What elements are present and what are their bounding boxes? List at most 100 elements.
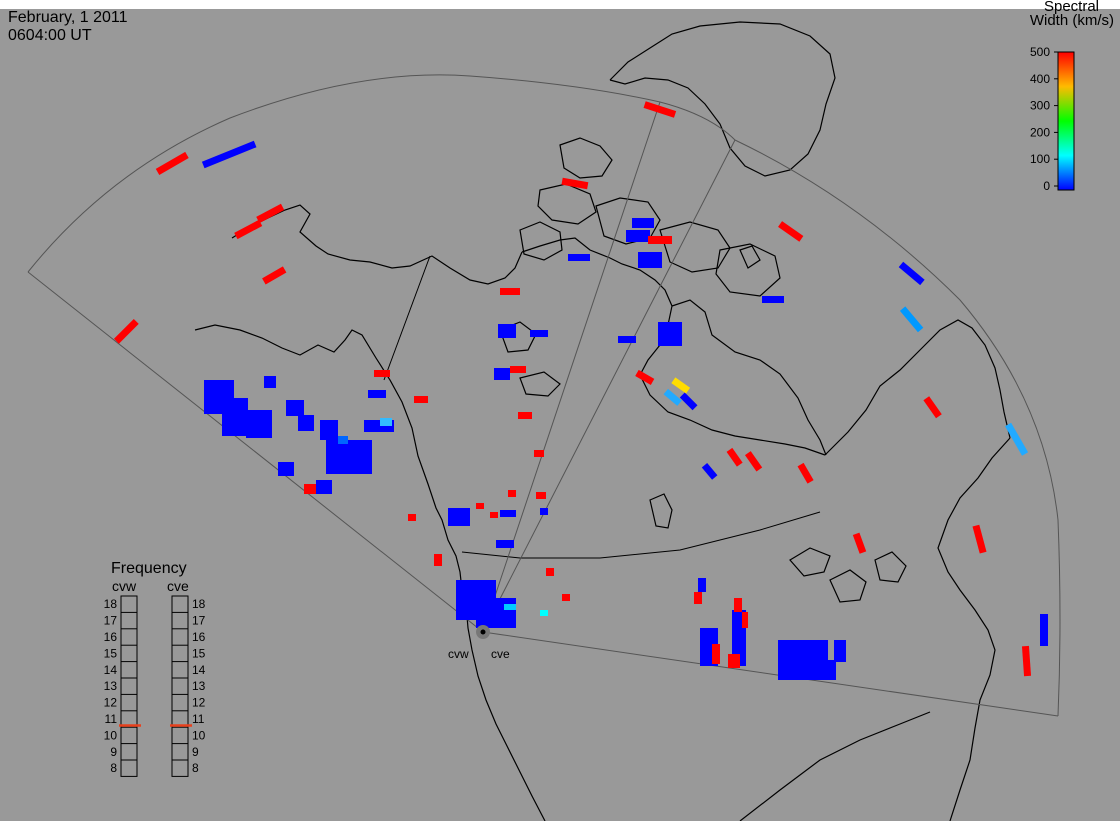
scatter-cell — [561, 177, 589, 190]
frequency-level-label: 9 — [110, 745, 117, 759]
scatter-cell — [899, 306, 924, 333]
hudson-bay-islands — [739, 245, 761, 269]
great-lakes-2 — [829, 569, 867, 603]
radar-label-cve: cve — [491, 647, 510, 661]
scatter-cell — [510, 366, 526, 373]
scatter-cell — [518, 412, 532, 419]
scatter-cell — [618, 336, 636, 343]
scatter-cell — [679, 392, 698, 411]
scatter-cell — [476, 598, 516, 628]
frequency-level-label: 13 — [192, 679, 206, 693]
backscatter-high-width — [113, 101, 1032, 677]
scatter-cell — [201, 140, 257, 169]
scatter-cell — [632, 218, 654, 228]
cvw-fov-edge-east — [482, 139, 736, 633]
scatter-cell — [778, 221, 804, 242]
scatter-cell — [726, 447, 743, 467]
scatter-cell — [490, 512, 498, 518]
scatter-cell — [540, 508, 548, 515]
scatter-cell — [338, 436, 348, 444]
alaska-canada-border — [383, 255, 431, 381]
scatter-cell — [222, 398, 248, 436]
map-background — [0, 9, 1120, 821]
alaska-coast — [194, 324, 467, 605]
political-boundaries — [383, 255, 821, 559]
scatter-cell — [536, 492, 546, 499]
west-coast-south — [465, 603, 546, 822]
scatter-cell — [626, 230, 650, 242]
scatter-cell — [546, 568, 554, 576]
scatter-cell — [448, 508, 470, 526]
islands-4 — [519, 221, 563, 261]
scatter-cell — [701, 462, 718, 480]
scatter-cell — [1005, 422, 1029, 456]
colorbar-tick-label: 0 — [1043, 179, 1050, 193]
gulf-coast — [739, 711, 931, 822]
scatter-cell — [643, 101, 677, 118]
scatter-cell — [278, 462, 294, 476]
scatter-cell — [262, 266, 287, 285]
islands-6 — [715, 243, 781, 297]
frequency-level-label: 12 — [192, 696, 206, 710]
hudson-bay — [671, 299, 827, 456]
scatter-cell — [500, 288, 520, 295]
scatter-cell — [113, 318, 139, 344]
frequency-level-label: 18 — [104, 597, 118, 611]
cve-fov-edge-south — [482, 631, 1059, 717]
radar-site-center — [480, 629, 486, 635]
scatter-cell — [304, 484, 316, 494]
cve-fov-arc — [734, 139, 1061, 717]
frequency-level-label: 14 — [192, 663, 206, 677]
frequency-level-label: 9 — [192, 745, 199, 759]
backscatter-mid-width — [338, 306, 1029, 616]
scatter-cell — [734, 598, 742, 612]
scatter-cell — [778, 640, 828, 680]
scatter-cell — [648, 236, 672, 244]
scatter-cell — [663, 388, 682, 406]
scatter-cell — [744, 451, 763, 472]
scatter-cell — [380, 418, 392, 426]
scatter-cell — [494, 368, 510, 380]
great-slave-lake — [519, 371, 561, 397]
us-canada-border — [461, 511, 821, 559]
scatter-cell — [742, 612, 748, 628]
alaska-north-coast — [231, 204, 523, 285]
islands-1 — [559, 137, 613, 179]
scatter-cell — [508, 490, 516, 497]
colorbar-tick-label: 300 — [1030, 99, 1050, 113]
scatter-cell — [671, 377, 691, 394]
frequency-level-label: 18 — [192, 597, 206, 611]
scatter-cell — [694, 592, 702, 604]
colorbar-tick-label: 200 — [1030, 125, 1050, 139]
scatter-cell — [256, 203, 285, 224]
frequency-legend-title: Frequency — [111, 560, 187, 577]
scatter-cell — [246, 410, 272, 438]
scatter-cell — [638, 252, 662, 268]
scatter-cell — [712, 644, 720, 664]
cvw-fov-arc — [27, 74, 736, 273]
scatter-cell — [434, 554, 442, 566]
scatter-cell — [534, 450, 544, 457]
greenland — [609, 21, 836, 177]
frequency-box-cve — [171, 595, 189, 777]
great-lakes-3 — [874, 551, 907, 583]
colorbar-tick-label: 500 — [1030, 45, 1050, 59]
frequency-box-cvw — [120, 595, 138, 777]
fov-outlines — [27, 74, 1061, 717]
scatter-cell — [368, 390, 386, 398]
scatter-cell — [286, 400, 304, 416]
scatter-cell — [326, 440, 372, 474]
scatter-cell — [1021, 645, 1032, 677]
scatter-cell — [320, 420, 338, 440]
frequency-level-label: 16 — [192, 630, 206, 644]
frequency-level-label: 8 — [192, 761, 199, 775]
scatter-cell — [658, 322, 682, 346]
islands-3 — [595, 197, 661, 245]
scatter-cell — [155, 151, 189, 175]
scatter-cell — [826, 660, 836, 680]
frequency-level-label: 14 — [104, 663, 118, 677]
frequency-level-label: 11 — [105, 712, 118, 726]
scatter-cell — [562, 594, 570, 601]
time-label: 0604:00 UT — [8, 27, 92, 44]
